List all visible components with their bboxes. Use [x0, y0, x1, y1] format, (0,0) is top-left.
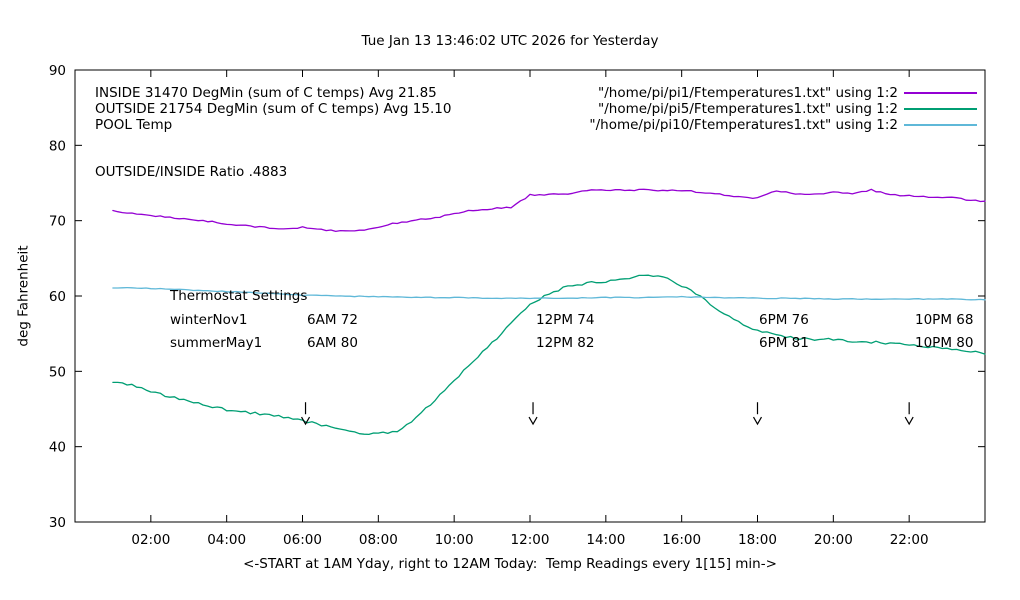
svg-text:04:00: 04:00	[207, 532, 246, 548]
thermostat-winter-6am: 6AM 72	[307, 312, 358, 328]
legend-line-sample-inside	[904, 92, 977, 94]
thermostat-summer-6am: 6AM 80	[307, 335, 358, 351]
legend-label-pool: POOL Temp	[95, 117, 173, 133]
svg-text:08:00: 08:00	[359, 532, 398, 548]
svg-text:06:00: 06:00	[283, 532, 322, 548]
svg-text:10:00: 10:00	[435, 532, 474, 548]
thermostat-summer-label: summerMay1	[170, 335, 263, 351]
legend-row-outside: OUTSIDE 21754 DegMin (sum of C temps) Av…	[0, 101, 1020, 117]
svg-text:30: 30	[49, 515, 66, 531]
y-axis-label: deg Fahrenheit	[15, 245, 32, 347]
svg-text:18:00: 18:00	[738, 532, 777, 548]
legend-label-outside: OUTSIDE 21754 DegMin (sum of C temps) Av…	[95, 101, 452, 117]
thermostat-settings-heading: Thermostat Settings	[170, 288, 308, 304]
x-axis-label: <-START at 1AM Yday, right to 12AM Today…	[243, 556, 777, 572]
legend-file-pool: "/home/pi/pi10/Ftemperatures1.txt" using…	[589, 117, 898, 133]
thermostat-summer-6pm: 6PM 81	[759, 335, 809, 351]
svg-text:16:00: 16:00	[662, 532, 701, 548]
svg-text:14:00: 14:00	[586, 532, 625, 548]
svg-text:40: 40	[49, 440, 66, 456]
legend-file-outside: "/home/pi/pi5/Ftemperatures1.txt" using …	[598, 101, 898, 117]
svg-text:70: 70	[49, 214, 66, 230]
thermostat-winter-10pm: 10PM 68	[915, 312, 974, 328]
thermostat-row-summer: summerMay1 6AM 80 12PM 82 6PM 81 10PM 80	[0, 335, 1020, 351]
svg-text:12:00: 12:00	[511, 532, 550, 548]
legend-row-inside: INSIDE 31470 DegMin (sum of C temps) Avg…	[0, 85, 1020, 101]
svg-text:60: 60	[49, 289, 66, 305]
svg-text:02:00: 02:00	[131, 532, 170, 548]
thermostat-winter-label: winterNov1	[170, 312, 248, 328]
legend-line-sample-outside	[904, 108, 977, 110]
thermostat-row-winter: winterNov1 6AM 72 12PM 74 6PM 76 10PM 68	[0, 312, 1020, 328]
chart-title: Tue Jan 13 13:46:02 UTC 2026 for Yesterd…	[361, 33, 659, 49]
svg-text:80: 80	[49, 138, 66, 154]
svg-text:50: 50	[49, 364, 66, 380]
svg-text:22:00: 22:00	[890, 532, 929, 548]
thermostat-winter-12pm: 12PM 74	[536, 312, 595, 328]
svg-text:20:00: 20:00	[814, 532, 853, 548]
outside-inside-ratio: OUTSIDE/INSIDE Ratio .4883	[95, 164, 288, 180]
legend-row-pool: POOL Temp "/home/pi/pi10/Ftemperatures1.…	[0, 117, 1020, 133]
thermostat-summer-12pm: 12PM 82	[536, 335, 595, 351]
legend-file-inside: "/home/pi/pi1/Ftemperatures1.txt" using …	[598, 85, 898, 101]
thermostat-summer-10pm: 10PM 80	[915, 335, 974, 351]
legend-label-inside: INSIDE 31470 DegMin (sum of C temps) Avg…	[95, 85, 437, 101]
thermostat-winter-6pm: 6PM 76	[759, 312, 809, 328]
svg-text:90: 90	[49, 63, 66, 79]
legend-line-sample-pool	[904, 124, 977, 126]
